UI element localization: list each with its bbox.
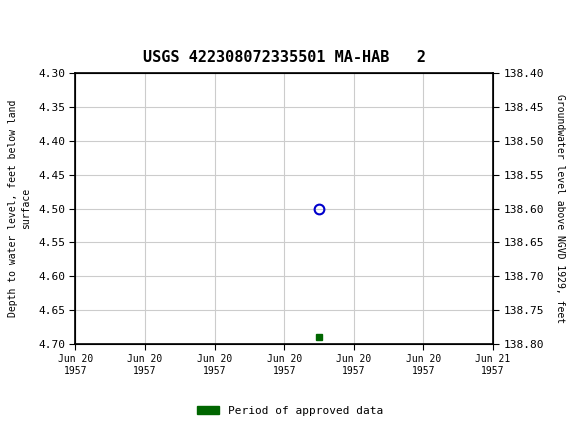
Legend: Period of approved data: Period of approved data [193, 401, 387, 420]
Y-axis label: Depth to water level, feet below land
surface: Depth to water level, feet below land su… [8, 100, 31, 317]
Text: ▒USGS: ▒USGS [12, 13, 75, 38]
Title: USGS 422308072335501 MA-HAB   2: USGS 422308072335501 MA-HAB 2 [143, 50, 426, 65]
Y-axis label: Groundwater level above NGVD 1929, feet: Groundwater level above NGVD 1929, feet [555, 94, 565, 323]
